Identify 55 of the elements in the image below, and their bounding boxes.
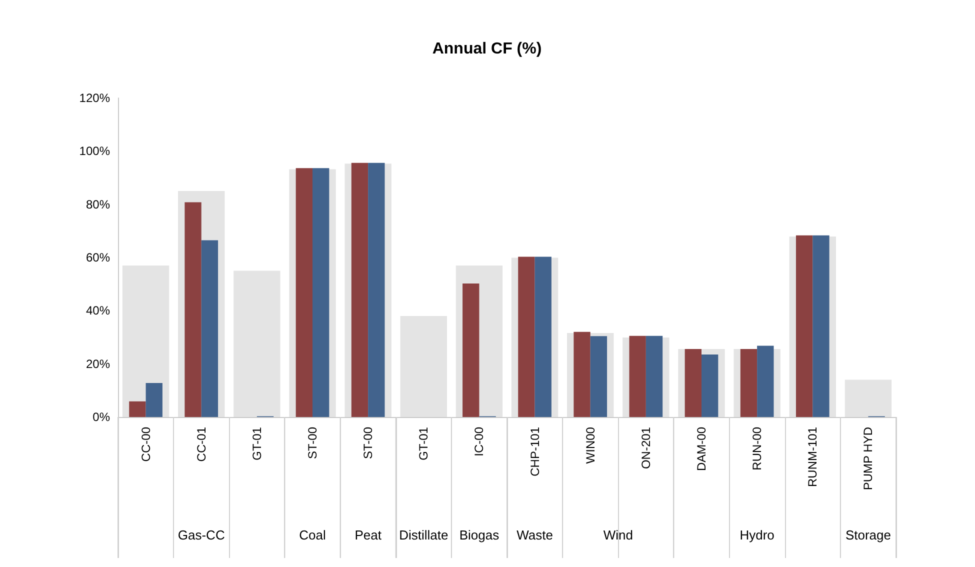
bar (646, 336, 663, 417)
x-tick-label: GT-01 (250, 426, 264, 460)
bar (684, 348, 702, 417)
y-tick-label: 60% (86, 250, 110, 264)
bar (796, 235, 813, 417)
bar (129, 401, 146, 417)
bar (629, 336, 646, 417)
x-tick-label: CC-00 (138, 426, 153, 462)
text: Distillate (399, 528, 448, 542)
y-tick-label: 0% (92, 410, 110, 424)
bar (574, 332, 590, 417)
text: Hydro (740, 528, 774, 542)
x-tick-label: IC-00 (472, 426, 486, 456)
x-tick-label: WIN00 (583, 426, 598, 464)
bar (234, 270, 280, 417)
bar (368, 162, 385, 417)
bar (462, 284, 480, 417)
bar (351, 162, 368, 417)
y-tick-label: 20% (86, 356, 110, 371)
x-tick-label: RUNM-101 (806, 426, 820, 488)
bar (184, 202, 202, 417)
y-tick-label: 80% (86, 197, 110, 212)
y-tick-label: 120% (79, 91, 110, 105)
x-tick-label: CC-01 (194, 426, 208, 462)
bar (844, 380, 892, 417)
x-tick-label: ON-201 (638, 426, 653, 470)
x-tick-label: ST-00 (361, 426, 376, 460)
text: Coal (299, 528, 326, 542)
text: Gas-CC (178, 528, 225, 542)
chart-title: Annual CF (%) (432, 40, 542, 58)
bar (757, 346, 774, 417)
x-tick-label: RUN-00 (750, 426, 764, 470)
bar (702, 354, 718, 417)
x-tick-label: GT-01 (416, 426, 431, 460)
bar (518, 256, 535, 417)
bar (312, 168, 330, 417)
bar (400, 316, 447, 417)
x-tick-label: ST-00 (306, 426, 320, 460)
y-tick-label: 40% (86, 304, 110, 318)
text: Wind (603, 528, 633, 542)
text: Waste (516, 528, 553, 542)
bar (812, 235, 830, 417)
bar (201, 240, 218, 417)
bar (740, 348, 758, 417)
x-tick-label: DAM-00 (694, 426, 708, 472)
bar (296, 168, 312, 417)
x-tick-label: CHP-101 (528, 426, 542, 476)
y-tick-label: 100% (79, 144, 110, 158)
bar (590, 336, 608, 417)
text: Biogas (459, 528, 500, 542)
bar (534, 256, 552, 417)
bar (146, 382, 162, 417)
x-tick-label: PUMP HYD (861, 426, 876, 490)
text: Peat (354, 528, 382, 542)
text: Storage (845, 528, 891, 542)
